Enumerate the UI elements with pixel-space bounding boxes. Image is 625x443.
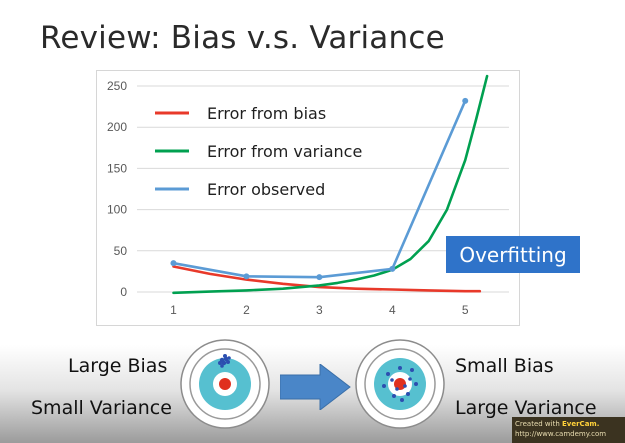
bias-variance-chart: 0 50 100 150 200 250 1 2 3 4 5 Error from bias Error… — [107, 74, 509, 317]
x-tick-label: 2 — [243, 303, 250, 317]
y-tick-label: 100 — [107, 203, 127, 217]
y-tick-label: 250 — [107, 79, 127, 93]
legend-label-error-observed: Error observed — [207, 180, 325, 199]
watermark-prefix: Created with — [515, 420, 563, 428]
arrow-shape — [280, 364, 351, 410]
right-label-bottom: Large Variance — [455, 397, 597, 419]
data-point-error-observed — [389, 265, 396, 272]
right-label-top: Small Bias — [455, 355, 554, 377]
target-bullseye — [394, 378, 406, 390]
x-tick-label: 3 — [316, 303, 323, 317]
left-label-bottom: Small Variance — [31, 397, 172, 419]
series-line-error-from-variance — [172, 74, 489, 295]
overfitting-badge: Overfitting — [446, 236, 580, 273]
series-line-error-from-bias — [172, 265, 482, 293]
data-point-error-observed — [243, 273, 250, 280]
right-arrow-icon — [280, 364, 351, 410]
chart-frame: 0 50 100 150 200 250 1 2 3 4 5 Error from bias Error… — [96, 70, 520, 326]
scattered-shot-cluster — [382, 366, 418, 402]
x-tick-label: 1 — [170, 303, 177, 317]
x-tick-label: 4 — [389, 303, 396, 317]
right-target-icon — [355, 339, 445, 429]
left-target-icon — [180, 339, 270, 429]
slide-title: Review: Bias v.s. Variance — [40, 20, 445, 56]
tight-shot-cluster — [218, 354, 231, 368]
y-tick-label: 150 — [107, 161, 127, 175]
watermark-url: http://www.camdemy.com — [515, 430, 607, 438]
y-tick-label: 0 — [120, 285, 127, 299]
evercam-watermark: Created with EverCam. http://www.camdemy… — [512, 417, 625, 443]
watermark-brand: EverCam. — [562, 420, 600, 428]
left-label-top: Large Bias — [68, 355, 168, 377]
data-point-error-observed — [462, 97, 469, 104]
data-point-error-observed — [170, 260, 177, 267]
target-bullseye — [219, 378, 231, 390]
data-point-error-observed — [316, 274, 323, 281]
legend-label-error-from-variance: Error from variance — [207, 142, 362, 161]
x-tick-label: 5 — [462, 303, 469, 317]
y-tick-label: 50 — [114, 244, 128, 258]
legend-label-error-from-bias: Error from bias — [207, 104, 326, 123]
y-tick-label: 200 — [107, 120, 127, 134]
